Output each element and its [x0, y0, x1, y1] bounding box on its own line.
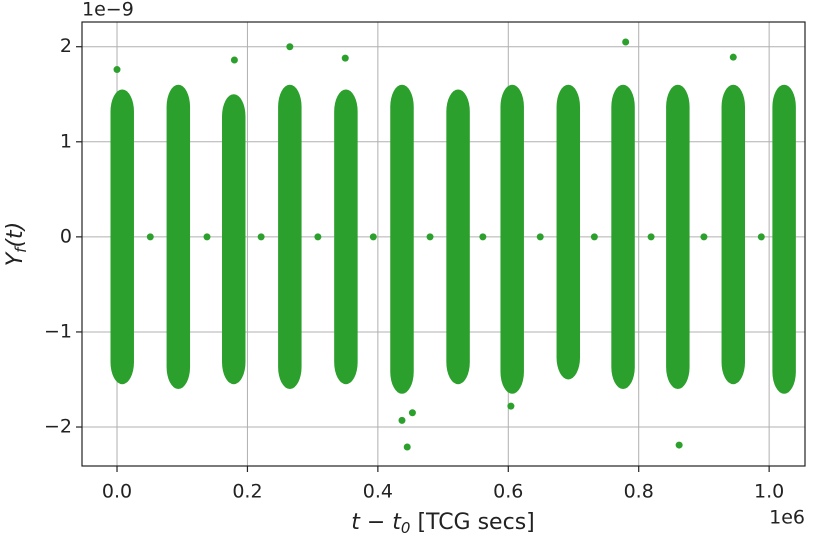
point — [203, 233, 211, 241]
x-axis-label: t − t0 [TCG secs] — [351, 510, 534, 537]
point — [536, 233, 544, 241]
point — [403, 443, 411, 451]
point — [507, 402, 515, 410]
x-label-sub: 0 — [401, 519, 411, 537]
point — [479, 233, 487, 241]
point-cluster — [334, 89, 358, 385]
layer — [82, 22, 805, 466]
point-cluster — [110, 89, 134, 385]
point — [590, 233, 598, 241]
point-cluster — [390, 84, 414, 394]
point — [314, 233, 322, 241]
point — [146, 233, 154, 241]
x-tick-label: 1.0 — [754, 481, 784, 503]
plot-frame — [81, 21, 806, 467]
point — [113, 66, 121, 74]
point — [369, 233, 377, 241]
point — [729, 53, 737, 61]
y-tick-label: 2 — [60, 35, 72, 57]
point — [675, 441, 683, 449]
point-cluster — [222, 94, 246, 385]
point — [286, 43, 294, 51]
point-cluster — [666, 84, 690, 389]
point-cluster — [556, 84, 581, 380]
point — [426, 233, 434, 241]
point-cluster — [446, 89, 470, 385]
y-label-main: Y — [3, 251, 28, 266]
point — [257, 233, 265, 241]
y-label-sub: f — [12, 245, 30, 253]
x-tick-label: 0.4 — [363, 481, 393, 503]
x-tick-label: 0.0 — [102, 481, 132, 503]
x-label-main: t − t — [351, 510, 402, 535]
plot-area — [82, 22, 805, 466]
x-tick-label: 0.6 — [493, 481, 523, 503]
y-tick-label: 1 — [60, 130, 72, 152]
point — [757, 233, 765, 241]
point — [700, 233, 708, 241]
point-cluster — [772, 84, 796, 394]
point-cluster — [278, 84, 302, 389]
y-tick-label: −2 — [44, 416, 72, 438]
point — [398, 416, 406, 424]
point — [622, 38, 630, 46]
point — [408, 409, 416, 417]
point — [230, 56, 238, 64]
x-tick-label: 0.2 — [232, 481, 262, 503]
x-tick-label: 0.8 — [624, 481, 654, 503]
y-label-rest: (t) — [3, 222, 28, 248]
point-cluster — [721, 84, 746, 385]
y-offset-label: 1e−9 — [82, 0, 134, 21]
point-cluster — [500, 84, 524, 394]
point-cluster — [166, 84, 191, 389]
y-tick-label: 0 — [60, 225, 72, 247]
y-axis-label: Yf(t) — [3, 222, 30, 267]
y-tick-label: −1 — [44, 320, 72, 342]
x-label-rest: [TCG secs] — [410, 510, 534, 535]
point — [647, 233, 655, 241]
point — [341, 54, 349, 62]
x-offset-label: 1e6 — [769, 507, 805, 529]
point-cluster — [611, 84, 635, 389]
